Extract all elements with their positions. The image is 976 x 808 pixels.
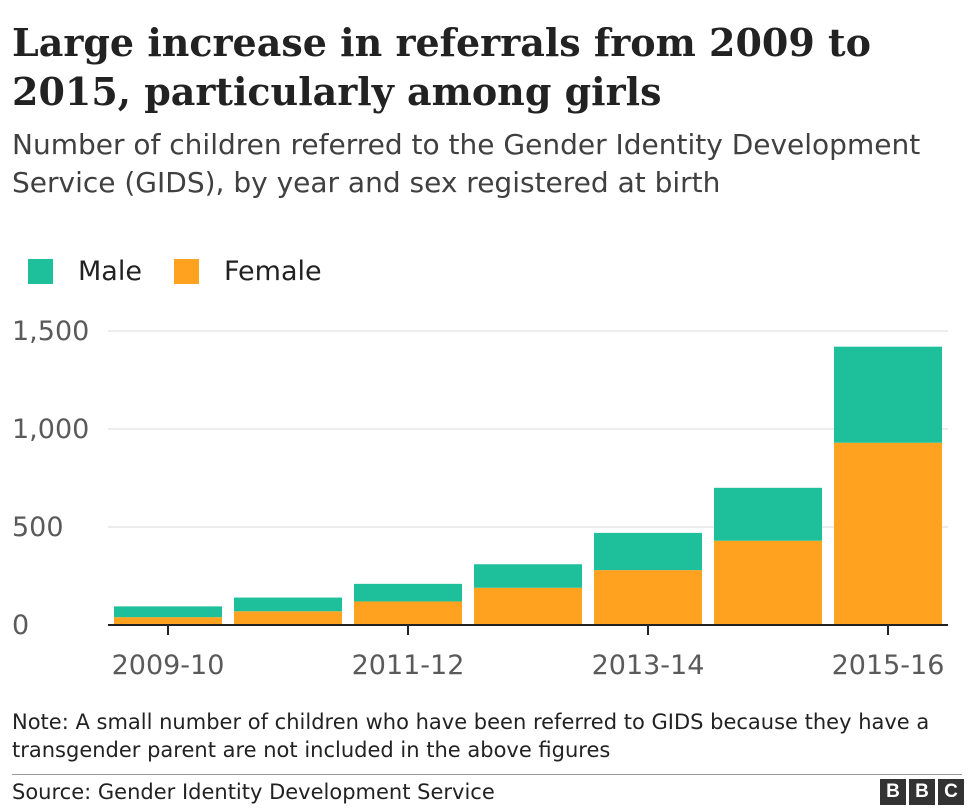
legend-swatch-female [174,259,199,284]
bar-male-2011-12 [354,583,462,602]
x-tick-label: 2015-16 [832,650,945,681]
chart-subtitle: Number of children referred to the Gende… [12,128,921,199]
bar-male-2015-16 [834,346,942,443]
bar-male-2012-13 [474,564,582,588]
x-tick-label: 2013-14 [592,650,705,681]
y-tick-label: 1,500 [12,316,89,347]
y-tick-label: 500 [12,512,64,543]
source-text: Source: Gender Identity Development Serv… [12,780,495,804]
bbc-logo-letter-1: B [880,779,906,805]
bbc-logo-letter-3: C [938,779,964,805]
bbc-logo-letter-2: B [909,779,935,805]
legend-swatch-male [28,259,53,284]
bar-female-2009-10 [114,617,222,625]
bar-female-2012-13 [474,587,582,625]
bar-male-2010-11 [234,597,342,612]
bar-male-2013-14 [594,532,702,571]
y-tick-label: 0 [12,610,29,641]
bar-chart: 0 500 1,000 1,500 2009-10 2011-12 2013-14 2015-… [12,316,948,681]
bar-female-2015-16 [834,442,942,625]
x-tick-label: 2011-12 [352,650,465,681]
bar-female-2010-11 [234,611,342,625]
bar-female-2014-15 [714,540,822,625]
bar-female-2013-14 [594,570,702,625]
bar-female-2011-12 [354,601,462,625]
x-tick-label: 2009-10 [112,650,225,681]
chart-note: Note: A small number of children who hav… [12,710,930,762]
bar-male-2009-10 [114,606,222,618]
legend-label-male: Male [78,256,142,287]
legend-label-female: Female [224,256,322,287]
y-tick-label: 1,000 [12,414,89,445]
chart-title: Large increase in referrals from 2009 to… [12,20,871,114]
footer-divider [12,774,962,775]
bar-male-2014-15 [714,487,822,541]
